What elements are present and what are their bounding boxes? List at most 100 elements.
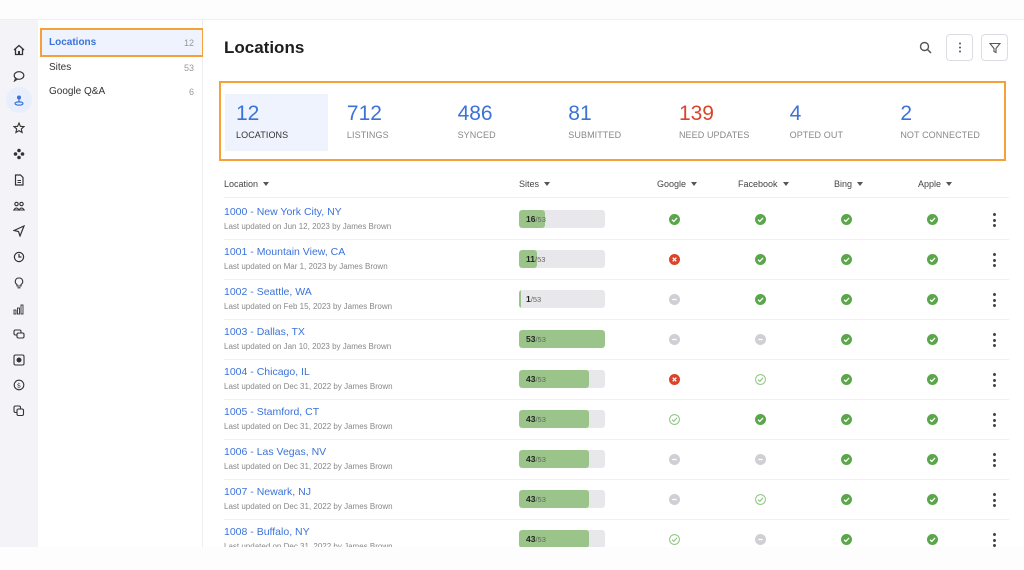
star-icon[interactable] (9, 118, 29, 138)
location-link[interactable]: 1005 - Stamford, CT (224, 406, 320, 418)
column-header-facebook[interactable]: Facebook (738, 179, 789, 189)
location-link[interactable]: 1004 - Chicago, IL (224, 366, 310, 378)
document-icon[interactable] (9, 170, 29, 190)
header-actions (914, 34, 1008, 61)
filter-button[interactable] (981, 34, 1008, 61)
lightbulb-icon[interactable] (9, 273, 29, 293)
location-link[interactable]: 1007 - Newark, NJ (224, 486, 311, 498)
last-updated-text: Last updated on Jan 10, 2023 by James Br… (224, 342, 392, 351)
apple-status-synced-check-icon[interactable] (927, 214, 938, 225)
bing-status-synced-check-icon[interactable] (841, 414, 852, 425)
row-actions-kebab-icon[interactable] (990, 212, 998, 228)
row-actions-kebab-icon[interactable] (990, 492, 998, 508)
apple-status-synced-check-icon[interactable] (927, 534, 938, 545)
stat-need-updates[interactable]: 139 NEED UPDATES (668, 94, 779, 151)
stat-submitted[interactable]: 81 SUBMITTED (557, 94, 668, 151)
stat-locations[interactable]: 12 LOCATIONS (225, 94, 328, 151)
location-link[interactable]: 1001 - Mountain View, CA (224, 246, 346, 258)
row-actions-kebab-icon[interactable] (990, 372, 998, 388)
bing-status-synced-check-icon[interactable] (841, 214, 852, 225)
facebook-status-synced-check-icon[interactable] (755, 414, 766, 425)
bar-chart-icon[interactable] (9, 299, 29, 319)
apple-status-synced-check-icon[interactable] (927, 294, 938, 305)
subnav-item-locations[interactable]: Locations 12 (40, 28, 204, 57)
column-header-bing[interactable]: Bing (834, 179, 864, 189)
facebook-status-not-connected-minus-icon[interactable] (755, 454, 766, 465)
subnav-item-sites[interactable]: Sites 53 (42, 55, 202, 80)
stat-opted-out[interactable]: 4 OPTED OUT (779, 94, 890, 151)
conversations-icon[interactable] (9, 324, 29, 344)
sites-count: 43 (526, 374, 536, 384)
more-options-button[interactable] (946, 34, 973, 61)
google-status-error-x-icon[interactable] (669, 374, 680, 385)
google-status-not-connected-minus-icon[interactable] (669, 294, 680, 305)
facebook-status-not-connected-minus-icon[interactable] (755, 334, 766, 345)
apple-status-synced-check-icon[interactable] (927, 454, 938, 465)
apple-status-synced-check-icon[interactable] (927, 494, 938, 505)
column-label: Apple (918, 179, 942, 189)
dollar-icon[interactable]: $ (9, 375, 29, 395)
bing-status-synced-check-icon[interactable] (841, 494, 852, 505)
google-status-not-connected-minus-icon[interactable] (669, 454, 680, 465)
clock-icon[interactable] (9, 247, 29, 267)
stat-not-connected[interactable]: 2 NOT CONNECTED (889, 94, 1000, 151)
stat-listings[interactable]: 712 LISTINGS (336, 94, 447, 151)
row-actions-kebab-icon[interactable] (990, 252, 998, 268)
stats-bar: 12 LOCATIONS 712 LISTINGS 486 SYNCED 81 … (219, 81, 1006, 161)
location-link[interactable]: 1003 - Dallas, TX (224, 326, 305, 338)
google-status-synced-check-icon[interactable] (669, 214, 680, 225)
apple-status-synced-check-icon[interactable] (927, 334, 938, 345)
last-updated-text: Last updated on Dec 31, 2022 by James Br… (224, 382, 393, 391)
facebook-status-synced-check-icon[interactable] (755, 254, 766, 265)
sites-total: /53 (530, 295, 542, 304)
bing-status-synced-check-icon[interactable] (841, 534, 852, 545)
search-button[interactable] (914, 34, 936, 61)
sites-progress-text: 16/53 (526, 214, 546, 224)
google-status-submitted-check-outline-icon[interactable] (669, 414, 680, 425)
apple-status-synced-check-icon[interactable] (927, 254, 938, 265)
facebook-status-synced-check-icon[interactable] (755, 214, 766, 225)
column-header-sites[interactable]: Sites (519, 179, 551, 189)
location-pin-icon[interactable] (6, 87, 32, 113)
send-icon[interactable] (9, 221, 29, 241)
integrations-icon[interactable] (9, 144, 29, 164)
google-status-error-x-icon[interactable] (669, 254, 680, 265)
stat-value: 712 (346, 102, 382, 125)
row-actions-kebab-icon[interactable] (990, 292, 998, 308)
column-header-location[interactable]: Location (224, 179, 270, 189)
subnav-item-google-qa[interactable]: Google Q&A 6 (42, 79, 202, 104)
column-label: Bing (834, 179, 853, 189)
location-link[interactable]: 1008 - Buffalo, NY (224, 526, 310, 538)
row-actions-kebab-icon[interactable] (990, 452, 998, 468)
bing-status-synced-check-icon[interactable] (841, 454, 852, 465)
apple-status-synced-check-icon[interactable] (927, 414, 938, 425)
bing-status-synced-check-icon[interactable] (841, 334, 852, 345)
row-actions-kebab-icon[interactable] (990, 412, 998, 428)
copy-icon[interactable] (9, 401, 29, 421)
row-actions-kebab-icon[interactable] (990, 332, 998, 348)
facebook-status-submitted-check-outline-icon[interactable] (755, 374, 766, 385)
facebook-status-submitted-check-outline-icon[interactable] (755, 494, 766, 505)
stat-synced[interactable]: 486 SYNCED (447, 94, 558, 151)
bing-status-synced-check-icon[interactable] (841, 374, 852, 385)
apple-status-synced-check-icon[interactable] (927, 374, 938, 385)
column-header-apple[interactable]: Apple (918, 179, 953, 189)
google-status-submitted-check-outline-icon[interactable] (669, 534, 680, 545)
facebook-status-synced-check-icon[interactable] (755, 294, 766, 305)
sites-count: 43 (526, 454, 536, 464)
google-status-not-connected-minus-icon[interactable] (669, 494, 680, 505)
google-status-not-connected-minus-icon[interactable] (669, 334, 680, 345)
chat-icon[interactable] (9, 66, 29, 86)
media-icon[interactable] (9, 350, 29, 370)
row-actions-kebab-icon[interactable] (990, 532, 998, 548)
location-link[interactable]: 1006 - Las Vegas, NV (224, 446, 327, 458)
column-header-google[interactable]: Google (657, 179, 698, 189)
facebook-status-not-connected-minus-icon[interactable] (755, 534, 766, 545)
home-icon[interactable] (9, 40, 29, 60)
location-link[interactable]: 1000 - New York City, NY (224, 206, 342, 218)
bing-status-synced-check-icon[interactable] (841, 294, 852, 305)
bing-status-synced-check-icon[interactable] (841, 254, 852, 265)
users-icon[interactable] (9, 196, 29, 216)
subnav-item-count: 12 (183, 37, 194, 48)
location-link[interactable]: 1002 - Seattle, WA (224, 286, 312, 298)
